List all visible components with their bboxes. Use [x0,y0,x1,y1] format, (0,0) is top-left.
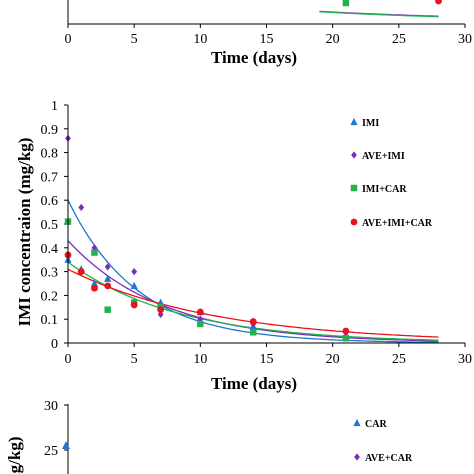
main-y-tick-label: 0.4 [41,242,59,257]
panel-main: 0 0.1 0.2 0.3 0.4 0.5 0.6 0.7 0.8 0.9 1 0 5 10 15 20 25… [15,99,472,393]
top-data-point [342,0,350,7]
bottom-y-ticks: 30 25 [44,399,68,459]
top-x-tick-label: 10 [193,32,207,47]
bottom-legend-label: CAR [365,419,387,430]
main-y-tick-label: 0.1 [41,313,59,328]
bottom-y-tick-label: 30 [44,399,58,414]
main-data-point [77,268,85,276]
top-x-tick-label: 5 [131,32,138,47]
top-fit-curve [319,11,439,18]
main-data-point [342,327,350,335]
main-legend-marker [350,184,358,192]
main-x-tick-label: 0 [65,352,72,367]
bottom-y-axis-title: mg/kg) [5,437,24,474]
top-fit-curve [319,10,439,17]
top-x-tick-label: 20 [326,32,340,47]
top-x-tick-label: 30 [458,32,472,47]
bottom-y-tick-label: 25 [44,444,58,459]
main-x-tick-label: 30 [458,352,472,367]
top-x-axis-title: Time (days) [211,48,297,67]
main-data-points [64,134,350,342]
bottom-legend-marker [353,418,361,427]
main-x-tick-label: 20 [326,352,340,367]
main-data-point [91,249,98,256]
panel-bottom: 30 25 mg/kg) CAR AVE+CAR [5,399,413,474]
main-legend: IMI AVE+IMI IMI+CAR AVE+IMI+CAR [350,117,433,229]
main-y-tick-label: 0.8 [41,147,59,162]
main-y-ticks: 0 0.1 0.2 0.3 0.4 0.5 0.6 0.7 0.8 0.9 1 [41,99,68,352]
main-data-point [197,320,204,328]
main-legend-label: AVE+IMI [362,151,405,162]
top-data-point [435,0,442,5]
main-data-point [196,308,204,316]
bottom-legend-marker [354,453,360,461]
top-x-tick-label: 0 [65,32,72,47]
main-y-tick-label: 1 [51,99,58,114]
main-y-tick-label: 0.6 [41,194,59,209]
main-data-point [131,268,138,276]
main-data-point [104,274,112,282]
main-legend-label: IMI [362,118,379,129]
main-legend-label: AVE+IMI+CAR [362,218,433,229]
top-x-tick-label: 15 [260,32,274,47]
panel-top: 0 5 10 15 20 25 30 Time (days) [65,0,472,67]
top-x-ticks: 0 5 10 15 20 25 30 [65,24,472,47]
top-plot-area [319,0,442,18]
main-legend-marker [350,117,358,126]
main-data-point [250,329,257,336]
bottom-data-point [62,441,70,449]
bottom-legend: CAR AVE+CAR [353,418,413,464]
main-y-axis-title: IMI concentraion (mg/kg) [15,138,34,327]
main-legend-label: IMI+CAR [362,184,407,195]
main-x-tick-label: 15 [260,352,274,367]
main-x-axis-title: Time (days) [211,374,297,393]
main-x-ticks: 0 5 10 15 20 25 30 [65,343,472,367]
main-data-point [157,298,165,306]
main-x-tick-label: 25 [392,352,406,367]
main-x-tick-label: 10 [193,352,207,367]
main-y-tick-label: 0 [51,337,58,352]
main-data-point [91,284,98,292]
main-data-point [104,282,112,290]
main-data-point [90,279,99,287]
main-x-tick-label: 5 [131,352,138,367]
main-data-point [342,335,350,342]
main-data-point [157,306,165,314]
main-data-point [130,281,138,289]
main-legend-marker [351,151,357,159]
bottom-legend-label: AVE+CAR [365,453,413,464]
main-y-tick-label: 0.2 [41,289,59,304]
main-y-tick-label: 0.9 [41,123,59,138]
main-y-tick-label: 0.5 [41,218,59,233]
main-y-tick-label: 0.3 [41,266,59,281]
main-data-point [104,263,111,271]
main-data-point [104,306,111,313]
main-data-point [249,318,257,325]
main-legend-marker [350,218,358,226]
main-data-point [78,203,85,211]
top-x-tick-label: 25 [392,32,406,47]
main-y-tick-label: 0.7 [41,170,59,185]
bottom-data-points [62,441,70,449]
main-data-point [130,301,138,309]
